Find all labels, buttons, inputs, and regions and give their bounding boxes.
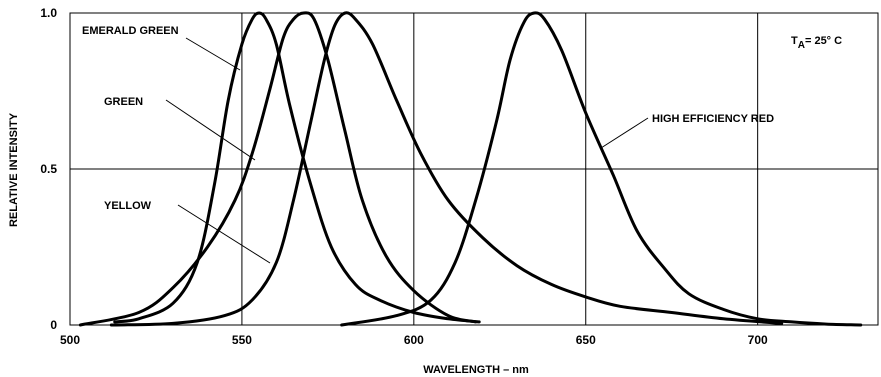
x-tick-label: 500 xyxy=(60,333,80,347)
leader-green xyxy=(165,99,256,161)
condition-label: TA= 25° C xyxy=(791,35,842,51)
y-axis-title: RELATIVE INTENSITY xyxy=(8,112,20,227)
leader-yellow xyxy=(177,204,271,264)
curves xyxy=(78,11,863,327)
y-tick-label: 0 xyxy=(50,318,57,332)
leader-high-efficiency-red xyxy=(600,117,649,149)
label-yellow: YELLOW xyxy=(104,200,152,212)
curve-yellow xyxy=(109,11,784,327)
x-tick-label: 700 xyxy=(748,333,768,347)
leader-lines xyxy=(165,37,649,264)
y-tick-label: 1.0 xyxy=(40,6,57,20)
label-high-efficiency-red: HIGH EFFICIENCY RED xyxy=(652,113,774,125)
y-tick-label: 0.5 xyxy=(40,162,57,176)
x-axis-title: WAVELENGTH – nm xyxy=(423,364,529,376)
curve-emerald-green xyxy=(113,11,481,324)
x-tick-label: 600 xyxy=(404,333,424,347)
series-labels: EMERALD GREEN GREEN YELLOW HIGH EFFICIEN… xyxy=(82,25,774,212)
tick-labels: 500 550 600 650 700 0 0.5 1.0 xyxy=(40,6,768,347)
label-emerald-green: EMERALD GREEN xyxy=(82,25,179,37)
condition-subscript: A xyxy=(798,40,805,51)
curve-high-efficiency-red xyxy=(340,11,863,327)
x-tick-label: 650 xyxy=(576,333,596,347)
x-tick-label: 550 xyxy=(232,333,252,347)
label-green: GREEN xyxy=(104,96,143,108)
condition-rest: = 25° C xyxy=(805,35,842,47)
grid-lines xyxy=(70,13,878,325)
condition-main: T xyxy=(791,35,798,47)
curve-green xyxy=(78,11,478,327)
leader-emerald-green xyxy=(185,37,241,71)
